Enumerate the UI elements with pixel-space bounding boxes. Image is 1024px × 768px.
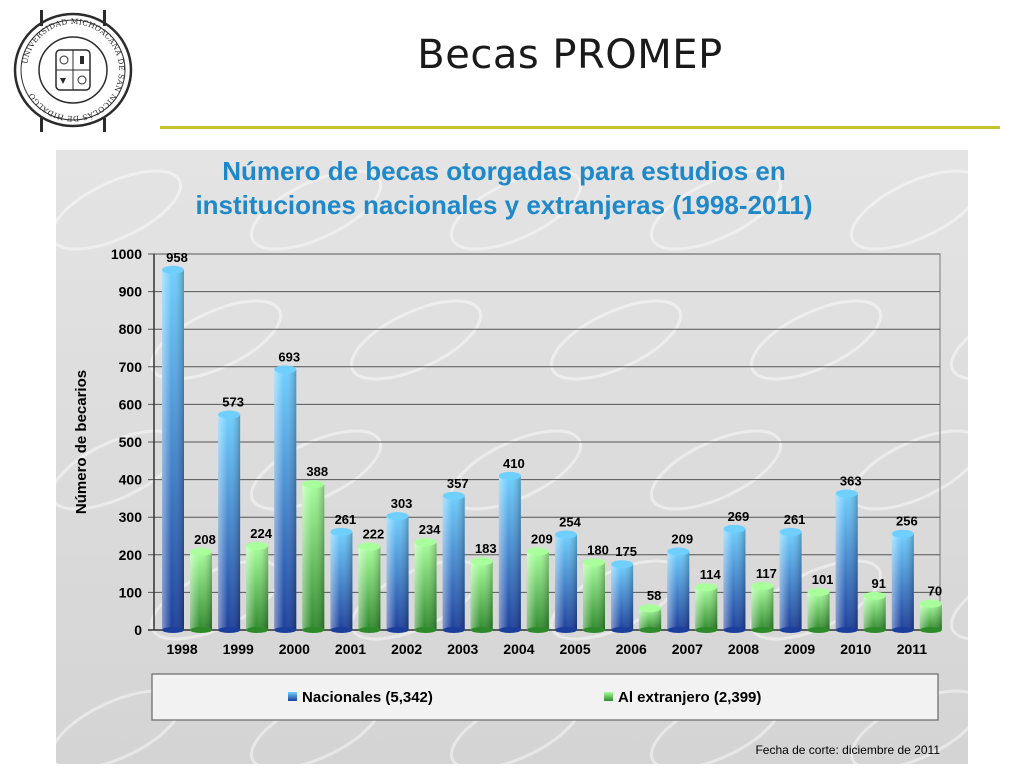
- data-label-extranjero-2011: 70: [928, 584, 942, 599]
- footnote-cutoff-date: Fecha de corte: diciembre de 2011: [755, 743, 940, 757]
- bar-nacionales-2003: [442, 491, 465, 633]
- data-label-extranjero-2009: 101: [812, 572, 834, 587]
- data-label-extranjero-2000: 388: [306, 464, 328, 479]
- data-label-extranjero-2005: 180: [587, 542, 609, 557]
- legend-swatch-nacionales: [288, 692, 297, 701]
- x-tick-label-2010: 2010: [840, 641, 871, 657]
- bar-nacionales-2000: [274, 365, 297, 633]
- y-tick-label: 400: [119, 472, 143, 488]
- bar-nacionales-2009: [779, 527, 802, 633]
- y-tick-label: 200: [119, 547, 143, 563]
- bar-nacionales-2004: [498, 471, 521, 633]
- data-label-nacionales-2003: 357: [447, 476, 469, 491]
- bar-extranjero-2004: [526, 547, 549, 633]
- bar-nacionales-2011: [891, 529, 914, 633]
- bar-extranjero-1999: [246, 541, 269, 633]
- bar-nacionales-2002: [386, 512, 409, 633]
- x-tick-label-1999: 1999: [223, 641, 254, 657]
- data-label-nacionales-2004: 410: [503, 456, 525, 471]
- bar-extranjero-2011: [919, 599, 942, 633]
- bar-nacionales-1998: [162, 265, 184, 633]
- y-tick-label: 700: [119, 359, 143, 375]
- y-tick-label: 1000: [111, 246, 142, 262]
- legend: Nacionales (5,342) Al extranjero (2,399): [151, 673, 939, 721]
- y-tick-label: 600: [119, 396, 143, 412]
- y-tick-label: 300: [119, 509, 143, 525]
- data-label-nacionales-2006: 175: [615, 544, 637, 559]
- x-tick-label-2000: 2000: [279, 641, 310, 657]
- data-label-nacionales-2002: 303: [391, 496, 413, 511]
- data-label-extranjero-1999: 224: [250, 526, 272, 541]
- bar-nacionales-2008: [723, 524, 746, 633]
- data-label-extranjero-2002: 234: [419, 522, 441, 537]
- data-label-nacionales-1998: 958: [166, 250, 188, 265]
- y-axis-label: Número de becarios: [73, 370, 90, 514]
- bar-extranjero-2010: [863, 591, 886, 633]
- x-tick-label-2006: 2006: [616, 641, 647, 657]
- data-label-extranjero-1998: 208: [194, 532, 216, 547]
- university-seal-logo: UNIVERSIDAD MICHOACANA DE SAN NICOLÁS DE…: [13, 10, 133, 132]
- legend-label-nacionales: Nacionales (5,342): [302, 689, 433, 706]
- y-tick-label: 0: [134, 622, 142, 638]
- bar-nacionales-2006: [611, 560, 634, 633]
- bar-extranjero-2006: [639, 604, 662, 633]
- legend-swatch-extranjero: [604, 692, 613, 701]
- bar-extranjero-2005: [583, 558, 605, 633]
- y-tick-label: 500: [119, 434, 143, 450]
- bar-nacionales-2005: [555, 530, 577, 633]
- bar-nacionales-1999: [218, 410, 241, 633]
- y-tick-label: 800: [119, 321, 143, 337]
- y-tick-label: 900: [119, 284, 143, 300]
- bar-extranjero-2002: [414, 538, 437, 633]
- bar-extranjero-2008: [751, 582, 774, 633]
- bar-chart: Número de becas otorgadas para estudios …: [56, 150, 968, 764]
- chart-title-line-1: Número de becas otorgadas para estudios …: [222, 156, 786, 186]
- data-label-extranjero-2004: 209: [531, 531, 553, 546]
- x-tick-label-2003: 2003: [447, 641, 478, 657]
- data-label-extranjero-2010: 91: [871, 576, 885, 591]
- x-tick-label-2011: 2011: [897, 641, 928, 657]
- legend-box: [151, 673, 939, 721]
- data-label-nacionales-2005: 254: [559, 514, 581, 529]
- data-label-nacionales-2009: 261: [784, 512, 806, 527]
- bar-nacionales-2001: [330, 527, 353, 633]
- x-tick-label-1998: 1998: [166, 641, 197, 657]
- y-tick-label: 100: [119, 584, 143, 600]
- x-tick-label-2002: 2002: [391, 641, 422, 657]
- data-label-extranjero-2001: 222: [363, 527, 385, 542]
- legend-label-extranjero: Al extranjero (2,399): [618, 689, 761, 706]
- data-label-nacionales-2007: 209: [671, 531, 693, 546]
- data-label-extranjero-2007: 114: [700, 567, 722, 582]
- x-tick-label-2009: 2009: [784, 641, 815, 657]
- bar-extranjero-2007: [695, 583, 718, 633]
- bar-extranjero-1998: [190, 547, 212, 633]
- data-label-nacionales-1999: 573: [222, 395, 244, 410]
- data-label-nacionales-2008: 269: [728, 509, 750, 524]
- data-label-extranjero-2008: 117: [756, 566, 777, 581]
- x-tick-label-2004: 2004: [503, 641, 534, 657]
- data-label-extranjero-2003: 183: [475, 541, 497, 556]
- data-label-extranjero-2006: 58: [647, 588, 661, 603]
- data-label-nacionales-2000: 693: [278, 349, 300, 364]
- chart-panel: Número de becas otorgadas para estudios …: [56, 150, 968, 764]
- x-tick-label-2005: 2005: [559, 641, 590, 657]
- bar-extranjero-2000: [302, 480, 325, 633]
- bar-nacionales-2010: [835, 489, 858, 633]
- data-label-nacionales-2011: 256: [896, 514, 918, 529]
- slide-title: Becas PROMEP: [417, 32, 723, 78]
- data-label-nacionales-2001: 261: [335, 512, 357, 527]
- x-tick-label-2001: 2001: [335, 641, 366, 657]
- title-divider: [160, 126, 1000, 129]
- x-tick-label-2007: 2007: [672, 641, 703, 657]
- x-tick-label-2008: 2008: [728, 641, 759, 657]
- data-label-nacionales-2010: 363: [840, 474, 862, 489]
- chart-title-line-2: instituciones nacionales y extranjeras (…: [195, 190, 812, 220]
- bar-extranjero-2003: [470, 557, 493, 633]
- bar-extranjero-2009: [807, 588, 830, 633]
- bar-nacionales-2007: [667, 547, 690, 633]
- bar-extranjero-2001: [358, 542, 381, 633]
